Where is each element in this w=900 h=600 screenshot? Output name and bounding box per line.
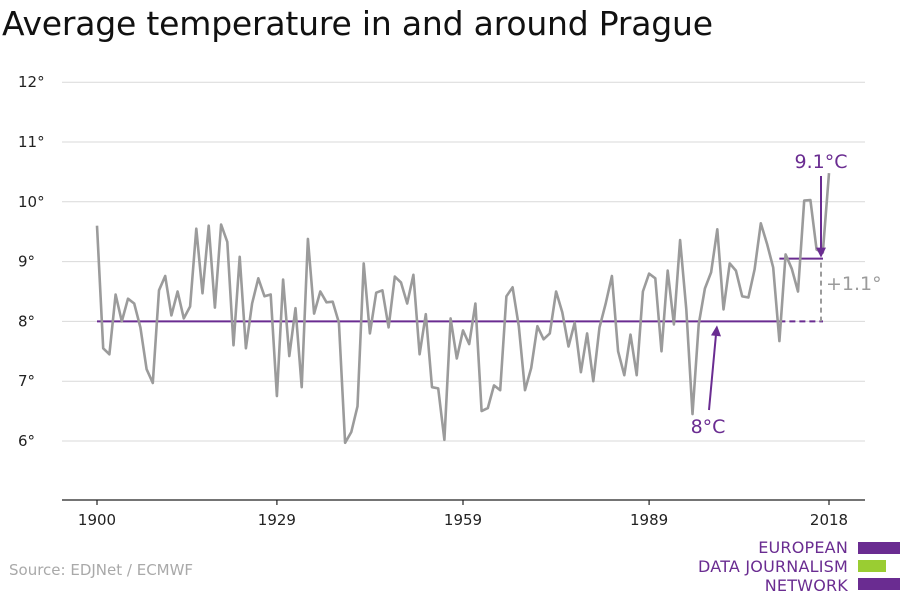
logo-bar-green [858,560,886,572]
difference-label: +1.1° [826,273,882,295]
y-tick-label-8: 8° [18,312,35,330]
logo-text-european: EUROPEAN [758,538,848,557]
y-tick-label-9: 9° [18,253,35,271]
baseline-arrow-head [711,325,721,337]
x-tick-label-1900: 1900 [78,511,116,529]
x-tick-label-1959: 1959 [444,511,482,529]
y-tick-label-12: 12° [18,73,45,91]
baseline-average-label: 8°C [691,416,726,438]
recent-average-label: 9.1°C [795,151,848,173]
logo-text-data-journalism: DATA JOURNALISM [698,557,848,576]
x-axis: 1900 1929 1959 1989 2018 [62,499,865,529]
logo-bar-purple-bottom [858,578,900,590]
chart-title: Average temperature in and around Prague [2,4,713,43]
y-tick-label-10: 10° [18,193,45,211]
chart-annotations: 9.1°C 8°C +1.1° [691,151,882,438]
x-tick-label-1929: 1929 [258,511,296,529]
source-note: Source: EDJNet / ECMWF [9,561,194,579]
x-tick-label-2018: 2018 [810,511,848,529]
x-tick-label-1989: 1989 [630,511,668,529]
y-tick-label-7: 7° [18,372,35,390]
grid-lines [62,81,865,442]
y-tick-label-11: 11° [18,133,45,151]
edjnet-logo[interactable]: EUROPEAN DATA JOURNALISM NETWORK [698,538,900,598]
logo-text-network: NETWORK [764,576,848,595]
y-axis-labels: 6° 7° 8° 9° 10° 11° 12° [18,73,45,450]
series-line [95,172,831,445]
logo-bar-purple-top [858,542,900,554]
recent-arrow-head [816,247,826,258]
y-tick-label-6: 6° [18,432,35,450]
baseline-arrow-shaft [708,334,717,411]
